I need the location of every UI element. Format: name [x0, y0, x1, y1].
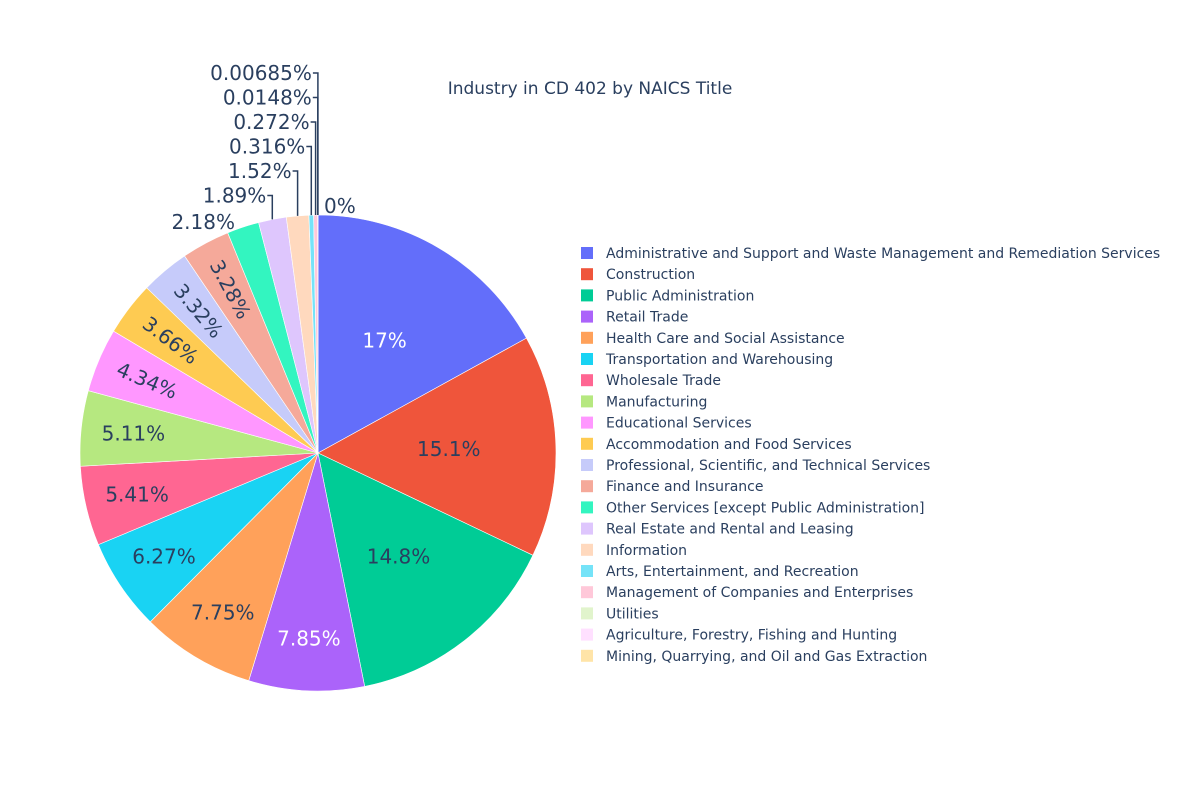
legend-label: Public Administration	[606, 288, 754, 304]
legend-label: Arts, Entertainment, and Recreation	[606, 564, 859, 580]
legend-item-finance-and-insurance[interactable]: Finance and Insurance	[581, 479, 764, 495]
pie-slice-administrative-and-support-and-waste-management-and-remediation-services[interactable]	[317, 214, 527, 454]
legend-swatch	[581, 628, 593, 641]
slice-label-other-services-except-public-administration: 2.18%	[171, 210, 235, 234]
slice-label-arts-entertainment-and-recreation: 0.316%	[229, 135, 305, 159]
legend-item-information[interactable]: Information	[581, 543, 687, 559]
legend-item-real-estate-and-rental-and-leasing[interactable]: Real Estate and Rental and Leasing	[581, 522, 854, 538]
slice-label-transportation-and-warehousing: 6.27%	[132, 545, 196, 569]
legend-swatch	[581, 353, 593, 365]
legend-label: Accommodation and Food Services	[606, 437, 852, 453]
legend-label: Utilities	[606, 606, 659, 622]
slice-label-public-administration: 14.8%	[367, 544, 431, 568]
legend-item-wholesale-trade[interactable]: Wholesale Trade	[581, 373, 721, 389]
legend-swatch	[581, 501, 593, 514]
legend-item-accommodation-and-food-services[interactable]: Accommodation and Food Services	[581, 437, 852, 453]
legend-item-agriculture-forestry-fishing-and-hunting[interactable]: Agriculture, Forestry, Fishing and Hunti…	[581, 628, 897, 644]
slice-label-construction: 15.1%	[417, 437, 481, 461]
legend-label: Real Estate and Rental and Leasing	[606, 522, 854, 538]
slice-label-mining-quarrying-and-oil-and-gas-extraction: 0%	[324, 194, 356, 218]
chart-title: Industry in CD 402 by NAICS Title	[448, 79, 733, 99]
legend-item-educational-services[interactable]: Educational Services	[581, 416, 752, 432]
legend-label: Information	[606, 543, 687, 559]
legend-swatch	[581, 649, 593, 662]
legend-item-public-administration[interactable]: Public Administration	[581, 288, 754, 304]
slice-label-utilities: 0.0148%	[223, 86, 312, 110]
legend-item-other-services-except-public-administration[interactable]: Other Services [except Public Administra…	[581, 500, 924, 516]
legend-label: Wholesale Trade	[606, 373, 721, 389]
legend-label: Finance and Insurance	[606, 479, 764, 495]
callout-line-information	[292, 170, 299, 216]
legend-swatch	[581, 480, 593, 493]
legend-item-professional-scientific-and-technical-services[interactable]: Professional, Scientific, and Technical …	[581, 458, 930, 474]
legend-label: Retail Trade	[606, 310, 688, 326]
legend-label: Construction	[606, 267, 695, 283]
legend-label: Health Care and Social Assistance	[606, 331, 845, 347]
slice-label-wholesale-trade: 5.41%	[105, 483, 169, 507]
callout-line-management-of-companies-and-enterprises	[310, 121, 317, 215]
callout-line-real-estate-and-rental-and-leasing	[267, 194, 274, 220]
legend-label: Other Services [except Public Administra…	[606, 500, 924, 516]
legend-item-management-of-companies-and-enterprises[interactable]: Management of Companies and Enterprises	[581, 585, 913, 601]
legend-item-administrative-and-support-and-waste-management-and-remediation-services[interactable]: Administrative and Support and Waste Man…	[581, 246, 1160, 262]
pie-slice-health-care-and-social-assistance[interactable]	[149, 452, 319, 682]
legend-swatch	[581, 268, 593, 281]
legend-item-utilities[interactable]: Utilities	[581, 606, 659, 622]
legend-swatch	[581, 522, 593, 535]
legend-item-health-care-and-social-assistance[interactable]: Health Care and Social Assistance	[581, 331, 845, 347]
slice-label-real-estate-and-rental-and-leasing: 1.89%	[203, 184, 267, 208]
legend-item-construction[interactable]: Construction	[581, 267, 695, 283]
legend-swatch	[581, 247, 593, 259]
slice-label-health-care-and-social-assistance: 7.75%	[191, 600, 255, 624]
legend-label: Management of Companies and Enterprises	[606, 585, 913, 601]
pie-slice-retail-trade[interactable]	[248, 452, 366, 692]
legend-item-mining-quarrying-and-oil-and-gas-extraction[interactable]: Mining, Quarrying, and Oil and Gas Extra…	[581, 649, 927, 665]
slice-label-management-of-companies-and-enterprises: 0.272%	[233, 110, 309, 134]
legend-label: Administrative and Support and Waste Man…	[606, 246, 1160, 262]
legend-label: Educational Services	[606, 416, 752, 432]
legend-label: Agriculture, Forestry, Fishing and Hunti…	[606, 628, 897, 644]
legend-label: Professional, Scientific, and Technical …	[606, 458, 930, 474]
slice-label-retail-trade: 7.85%	[277, 626, 341, 650]
legend-item-manufacturing[interactable]: Manufacturing	[581, 394, 707, 410]
legend: Administrative and Support and Waste Man…	[581, 246, 1160, 665]
slice-label-administrative-and-support-and-waste-management-and-remediation-services: 17%	[362, 328, 406, 352]
legend-label: Transportation and Warehousing	[605, 352, 833, 368]
legend-swatch	[581, 565, 593, 577]
legend-swatch	[581, 543, 593, 556]
legend-swatch	[581, 437, 593, 450]
legend-item-transportation-and-warehousing[interactable]: Transportation and Warehousing	[581, 352, 833, 368]
legend-label: Mining, Quarrying, and Oil and Gas Extra…	[606, 649, 927, 665]
callout-line-agriculture-forestry-fishing-and-hunting	[312, 72, 319, 215]
legend-swatch	[581, 416, 593, 429]
pie-slice-construction[interactable]	[317, 337, 557, 556]
legend-swatch	[581, 395, 593, 408]
pie-callouts: 0% 2.18%1.89%1.52%0.316%0.272%0.0148%0.00…	[171, 61, 355, 234]
pie-slices	[79, 214, 557, 692]
legend-swatch	[581, 607, 593, 620]
legend-swatch	[581, 459, 593, 471]
legend-swatch	[581, 586, 593, 599]
legend-label: Manufacturing	[606, 394, 707, 410]
legend-item-retail-trade[interactable]: Retail Trade	[581, 310, 688, 326]
pie-slice-public-administration[interactable]	[317, 452, 534, 687]
legend-swatch	[581, 289, 593, 302]
slice-label-manufacturing: 5.11%	[102, 422, 166, 446]
legend-swatch	[581, 331, 593, 344]
legend-swatch	[581, 310, 593, 323]
slice-label-information: 1.52%	[228, 159, 292, 183]
callout-line-arts-entertainment-and-recreation	[306, 145, 313, 216]
slice-label-agriculture-forestry-fishing-and-hunting: 0.00685%	[210, 61, 312, 85]
legend-item-arts-entertainment-and-recreation[interactable]: Arts, Entertainment, and Recreation	[581, 564, 859, 580]
legend-swatch	[581, 374, 593, 387]
